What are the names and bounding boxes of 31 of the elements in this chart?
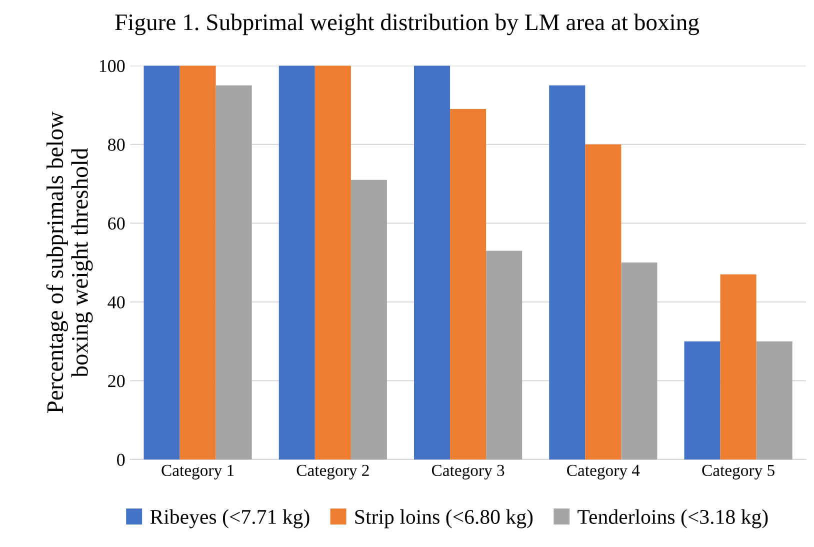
x-tick-label: Category 2 xyxy=(296,464,369,480)
y-axis-title: Percentage of subprimals below boxing weight threshold xyxy=(46,112,93,414)
y-tick-label: 40 xyxy=(108,296,125,308)
y-tick-label: 60 xyxy=(108,217,125,230)
bar xyxy=(180,66,216,460)
legend-label: Strip loins (<6.80 kg) xyxy=(355,509,533,528)
bar xyxy=(314,66,351,460)
bar xyxy=(720,274,756,460)
bar xyxy=(414,66,450,460)
bar xyxy=(144,66,180,460)
y-tick-label: 20 xyxy=(108,374,125,388)
x-tick-label: Category 4 xyxy=(567,464,640,480)
y-tick-label: 0 xyxy=(117,454,125,466)
bar xyxy=(684,341,720,460)
y-tick-label: 80 xyxy=(108,138,125,151)
bar xyxy=(216,85,252,460)
bar xyxy=(549,85,586,460)
bar xyxy=(278,66,315,460)
y-tick-label: 100 xyxy=(100,60,125,72)
x-tick-label: Category 3 xyxy=(432,464,504,480)
bar xyxy=(585,144,622,460)
legend-label: Ribeyes (<7.71 kg) xyxy=(150,509,310,528)
bar xyxy=(756,341,792,460)
legend-label: Tenderloins (<3.18 kg) xyxy=(578,509,768,528)
bar xyxy=(621,262,658,460)
bar xyxy=(450,108,486,460)
chart-title: Figure 1. Subprimal weight distribution by LM area at boxing xyxy=(115,14,700,36)
bar xyxy=(350,180,387,460)
x-tick-label: Category 1 xyxy=(162,464,234,480)
x-tick-label: Category 5 xyxy=(702,464,774,480)
bar xyxy=(486,250,522,460)
